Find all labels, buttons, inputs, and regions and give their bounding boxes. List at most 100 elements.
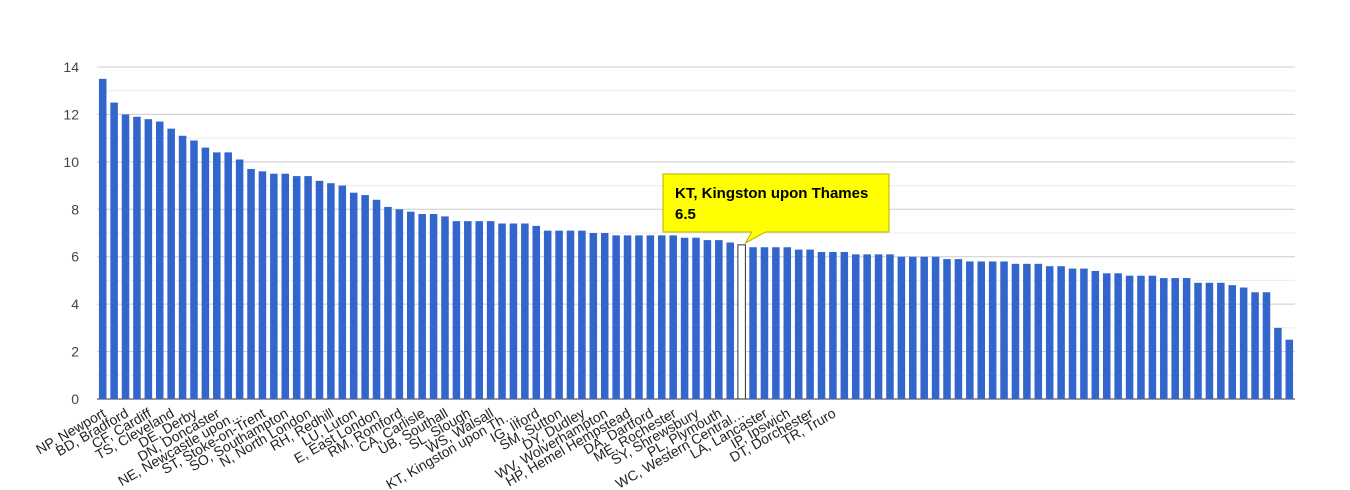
bar[interactable] bbox=[931, 256, 940, 399]
bar[interactable] bbox=[817, 251, 826, 399]
bar[interactable] bbox=[532, 225, 541, 399]
bar[interactable] bbox=[1125, 275, 1134, 399]
bar[interactable] bbox=[806, 249, 814, 399]
bar[interactable] bbox=[395, 209, 404, 399]
bar[interactable] bbox=[384, 206, 392, 399]
bar[interactable] bbox=[167, 128, 175, 399]
bar[interactable] bbox=[1068, 268, 1077, 399]
bar[interactable] bbox=[133, 116, 141, 400]
bar[interactable] bbox=[749, 247, 757, 399]
bar[interactable] bbox=[943, 259, 951, 399]
bar[interactable] bbox=[578, 230, 586, 399]
bar[interactable] bbox=[783, 247, 792, 399]
bar[interactable] bbox=[897, 256, 906, 399]
bar[interactable] bbox=[1182, 278, 1191, 399]
bar[interactable] bbox=[851, 254, 860, 399]
bar[interactable] bbox=[1160, 278, 1168, 399]
bar[interactable] bbox=[247, 168, 255, 399]
bar[interactable] bbox=[304, 176, 312, 399]
bar[interactable] bbox=[1148, 275, 1157, 399]
bar[interactable] bbox=[521, 223, 529, 399]
bar[interactable] bbox=[486, 221, 495, 399]
bar[interactable] bbox=[954, 259, 963, 399]
bar[interactable] bbox=[1205, 282, 1214, 399]
bar[interactable] bbox=[1251, 292, 1259, 399]
bar[interactable] bbox=[315, 180, 324, 399]
bar[interactable] bbox=[1034, 263, 1043, 399]
bar[interactable] bbox=[475, 221, 483, 399]
bar[interactable] bbox=[235, 159, 244, 399]
bar[interactable] bbox=[498, 223, 506, 399]
bar-highlighted[interactable] bbox=[737, 244, 746, 400]
bar[interactable] bbox=[292, 176, 301, 399]
bar[interactable] bbox=[258, 171, 267, 399]
bar[interactable] bbox=[772, 247, 780, 399]
bar[interactable] bbox=[966, 261, 974, 399]
bar[interactable] bbox=[794, 249, 803, 399]
bar[interactable] bbox=[874, 254, 883, 399]
bar[interactable] bbox=[863, 254, 871, 399]
bar[interactable] bbox=[213, 152, 221, 399]
bar[interactable] bbox=[589, 233, 598, 399]
bar[interactable] bbox=[566, 230, 575, 399]
bar[interactable] bbox=[623, 235, 632, 399]
bar[interactable] bbox=[1217, 282, 1225, 399]
bar[interactable] bbox=[680, 237, 689, 399]
bar[interactable] bbox=[1228, 285, 1237, 399]
bar[interactable] bbox=[1274, 327, 1282, 399]
bar[interactable] bbox=[98, 78, 107, 400]
bar[interactable] bbox=[338, 185, 347, 399]
bar[interactable] bbox=[1000, 261, 1008, 399]
bar[interactable] bbox=[920, 256, 928, 399]
bar[interactable] bbox=[909, 256, 917, 399]
bar[interactable] bbox=[829, 251, 837, 399]
bar[interactable] bbox=[1011, 263, 1020, 399]
bar[interactable] bbox=[1102, 273, 1111, 399]
bar[interactable] bbox=[464, 221, 472, 399]
bar[interactable] bbox=[327, 183, 335, 399]
bar[interactable] bbox=[1194, 282, 1202, 399]
bar[interactable] bbox=[441, 216, 449, 399]
bar[interactable] bbox=[543, 230, 552, 399]
bar[interactable] bbox=[1285, 339, 1294, 399]
bar[interactable] bbox=[201, 147, 210, 399]
bar[interactable] bbox=[349, 192, 358, 399]
bar[interactable] bbox=[1262, 292, 1271, 399]
bar[interactable] bbox=[1023, 263, 1031, 399]
bar[interactable] bbox=[1114, 273, 1122, 399]
bar[interactable] bbox=[840, 251, 849, 399]
bar[interactable] bbox=[429, 214, 438, 399]
bar[interactable] bbox=[612, 235, 620, 399]
bar[interactable] bbox=[692, 237, 700, 399]
bar[interactable] bbox=[1057, 266, 1065, 399]
bar[interactable] bbox=[110, 102, 118, 399]
bar[interactable] bbox=[977, 261, 985, 399]
bar[interactable] bbox=[635, 235, 643, 399]
bar[interactable] bbox=[1137, 275, 1145, 399]
bar[interactable] bbox=[760, 247, 769, 399]
bar[interactable] bbox=[155, 121, 164, 399]
bar[interactable] bbox=[1080, 268, 1088, 399]
bar[interactable] bbox=[658, 235, 666, 399]
bar[interactable] bbox=[418, 214, 426, 399]
bar[interactable] bbox=[224, 152, 232, 399]
bar[interactable] bbox=[669, 235, 677, 399]
bar[interactable] bbox=[121, 114, 130, 400]
bar[interactable] bbox=[178, 135, 187, 399]
bar[interactable] bbox=[452, 221, 461, 399]
bar[interactable] bbox=[886, 254, 894, 399]
bar[interactable] bbox=[600, 233, 609, 399]
bar[interactable] bbox=[726, 242, 734, 399]
bar[interactable] bbox=[361, 195, 369, 399]
bar[interactable] bbox=[407, 211, 415, 399]
bar[interactable] bbox=[703, 240, 712, 399]
bar[interactable] bbox=[715, 240, 723, 399]
bar[interactable] bbox=[646, 235, 655, 399]
bar[interactable] bbox=[509, 223, 518, 399]
bar[interactable] bbox=[144, 119, 153, 400]
bar[interactable] bbox=[988, 261, 997, 399]
bar[interactable] bbox=[555, 230, 563, 399]
bar[interactable] bbox=[372, 199, 381, 399]
bar[interactable] bbox=[270, 173, 278, 399]
bar[interactable] bbox=[190, 140, 198, 399]
